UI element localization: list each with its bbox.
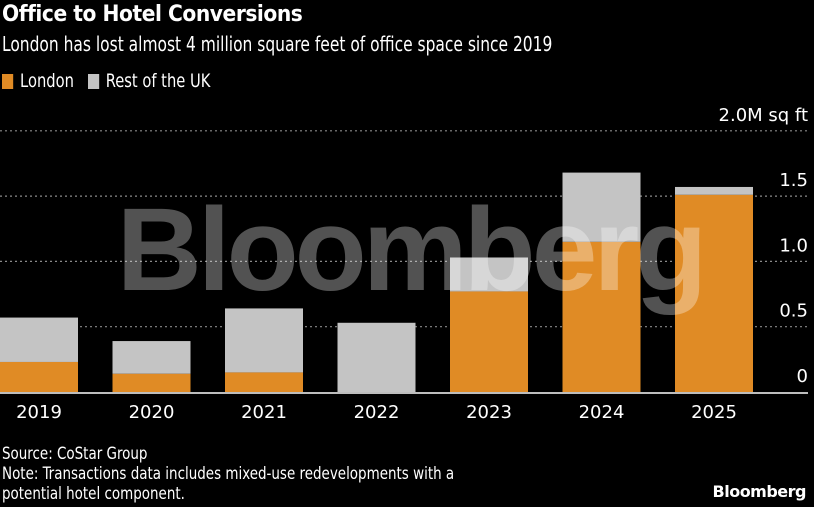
bar-london-2019 — [0, 361, 78, 392]
x-tick-label: 2021 — [241, 402, 287, 423]
x-tick-label: 2024 — [579, 402, 625, 423]
bar-london-2023 — [450, 291, 528, 392]
x-tick-label: 2025 — [691, 402, 737, 423]
bar-rest-of-the-uk-2025 — [675, 186, 753, 195]
bar-london-2025 — [675, 194, 753, 392]
legend-item-london: London — [2, 70, 74, 92]
bar-london-2020 — [112, 373, 191, 392]
legend-item-rest-of-uk: Rest of the UK — [87, 70, 211, 92]
bar-london-2024 — [562, 241, 641, 392]
x-tick-label: 2022 — [354, 402, 400, 423]
bar-rest-of-the-uk-2024 — [562, 172, 641, 242]
y-tick-label: 2.0M sq ft — [719, 105, 808, 126]
bar-london-2021 — [225, 372, 303, 392]
bar-rest-of-the-uk-2022 — [337, 322, 416, 392]
bloomberg-watermark: Bloomberg — [117, 184, 704, 316]
legend-swatch-rest-of-uk — [87, 73, 99, 89]
bar-rest-of-the-uk-2023 — [450, 257, 528, 292]
bar-rest-of-the-uk-2019 — [0, 317, 78, 362]
x-tick-label: 2020 — [129, 402, 175, 423]
legend-label-rest-of-uk: Rest of the UK — [105, 70, 211, 92]
footer: Source: CoStar Group Note: Transactions … — [2, 444, 454, 504]
legend: London Rest of the UK — [2, 70, 224, 92]
x-tick-label: 2019 — [16, 402, 62, 423]
x-tick-label: 2023 — [466, 402, 512, 423]
legend-swatch-london — [2, 73, 14, 89]
y-tick-label: 1.5 — [779, 170, 808, 191]
note-line-1: Note: Transactions data includes mixed-u… — [2, 464, 455, 484]
chart-subtitle: London has lost almost 4 million square … — [2, 32, 553, 56]
bloomberg-logo: Bloomberg — [712, 482, 807, 501]
y-tick-label: 0 — [797, 366, 808, 387]
bar-rest-of-the-uk-2020 — [112, 341, 191, 374]
chart-title: Office to Hotel Conversions — [2, 2, 303, 27]
source-note: Source: CoStar Group — [2, 444, 148, 464]
bar-rest-of-the-uk-2021 — [225, 308, 303, 373]
note-line-2: potential hotel component. — [2, 484, 185, 504]
y-tick-label: 1.0 — [779, 235, 808, 256]
legend-label-london: London — [20, 70, 74, 92]
y-tick-label: 0.5 — [779, 301, 808, 322]
